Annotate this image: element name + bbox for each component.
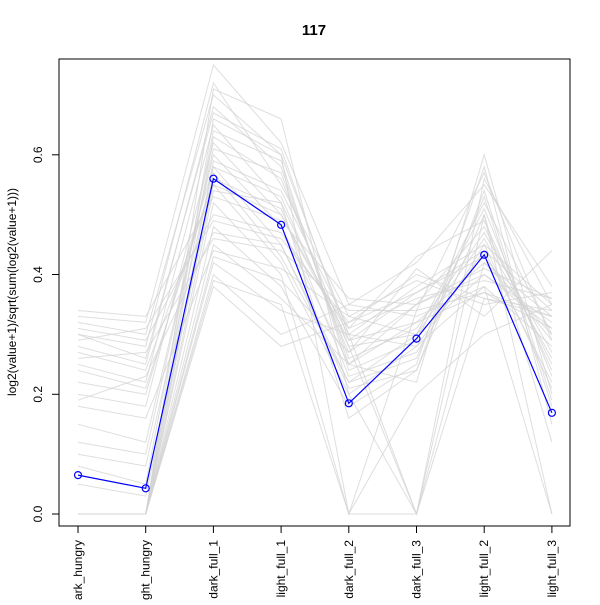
y-tick-label: 0.4 [31,266,45,283]
highlight-data-point [480,250,489,259]
x-tick-label: light_full_2 [477,540,491,598]
background-series-line [78,118,553,516]
y-tick-label: 0.0 [31,505,45,522]
x-tick-label: ght_hungry [139,540,153,600]
background-series-line [78,135,553,516]
highlight-data-point [412,334,421,343]
x-tick-label: light_full_3 [545,540,559,598]
y-tick-label: 0.2 [31,386,45,403]
y-axis: 0.0 0.2 0.4 0.6 [31,146,59,522]
background-series-line [77,63,553,323]
highlight-series-line [77,177,553,490]
background-series-line [78,88,553,516]
x-tick-label: light_full_1 [274,540,288,598]
x-tick-label: dark_full_2 [342,540,356,599]
x-tick-label: dark_full_1 [206,540,220,599]
chart-title: 117 [302,22,326,39]
background-series-line [78,165,553,515]
background-series-line [77,166,553,395]
highlight-data-point [73,471,83,480]
y-axis-label: log2(value+1)/sqrt(sum(log2(value+1))) [5,188,19,396]
background-series-line [78,250,553,515]
highlight-series-group [73,174,557,493]
y-tick-label: 0.6 [31,146,45,163]
background-series-line [78,190,553,515]
background-series-line [77,220,553,341]
highlight-data-point [344,399,353,408]
background-series-line [78,153,553,515]
highlight-data-point [141,484,150,493]
background-series-group [77,63,553,516]
background-series-line [78,171,553,516]
background-series-line [78,160,553,515]
x-tick-label: ark_hungry [71,540,85,600]
background-series-line [77,112,553,360]
highlight-data-point [277,220,286,229]
highlight-data-point [209,174,218,183]
highlight-data-point [547,408,557,417]
x-tick-label: dark_full_3 [410,540,424,599]
background-series-line [77,130,553,485]
background-series-line [77,105,553,366]
plot-frame [58,58,571,527]
background-series-line [77,153,553,443]
x-axis: ark_hungry ght_hungry dark_full_1 light_ful… [71,526,559,600]
